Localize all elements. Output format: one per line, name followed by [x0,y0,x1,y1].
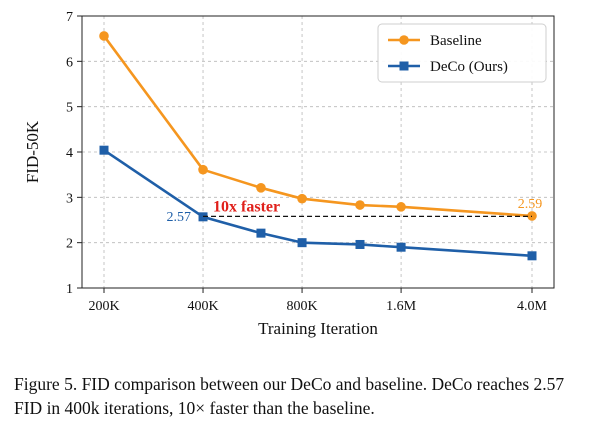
data-point [297,193,307,204]
data-point [256,228,266,238]
baseline-value-label: 2.59 [518,197,543,212]
data-point [99,31,109,41]
x-tick-label: 200K [88,299,119,314]
axis-labels: Training Iteration FID-50K [23,120,378,338]
figure-caption: Figure 5. FID comparison between our DeC… [14,374,565,418]
y-tick-label: 7 [66,10,73,25]
y-tick-label: 1 [66,282,73,297]
ticks: 1 2 3 4 5 6 7 200K 400K 800K 1.6M 4.0M [66,10,548,314]
data-point [355,239,365,249]
y-axis-title: FID-50K [23,120,42,183]
y-tick-label: 2 [66,237,73,252]
y-tick-label: 5 [66,101,73,116]
series-line-deco-ours [103,149,533,258]
y-tick-label: 3 [66,191,73,206]
fid-line-chart: 1 2 3 4 5 6 7 200K 400K 800K 1.6M 4.0M 2.57 2.59 10x … [23,10,555,338]
data-point [355,200,365,210]
data-point [198,164,208,175]
data-point [99,145,109,155]
x-tick-label: 4.0M [517,299,548,314]
data-point [527,251,537,261]
x-tick-label: 400K [187,299,218,314]
series-layer [99,31,537,261]
legend-marker [399,35,409,45]
data-point [396,202,406,212]
x-tick-label: 1.6M [386,299,417,314]
deco-value-label: 2.57 [167,210,192,225]
y-tick-label: 4 [66,146,73,161]
data-point [256,183,266,193]
legend-marker [399,61,409,71]
speedup-label: 10x faster [213,198,280,215]
x-tick-label: 800K [286,299,317,314]
y-tick-label: 6 [66,55,73,70]
annotations: 2.57 2.59 10x faster [167,197,543,225]
legend-label: Baseline [430,33,482,49]
legend-label: DeCo (Ours) [430,59,508,75]
data-point [297,238,307,248]
x-axis-title: Training Iteration [258,319,378,338]
data-point [396,242,406,252]
legend-box [377,23,547,83]
legend: Baseline DeCo (Ours) [377,23,547,83]
